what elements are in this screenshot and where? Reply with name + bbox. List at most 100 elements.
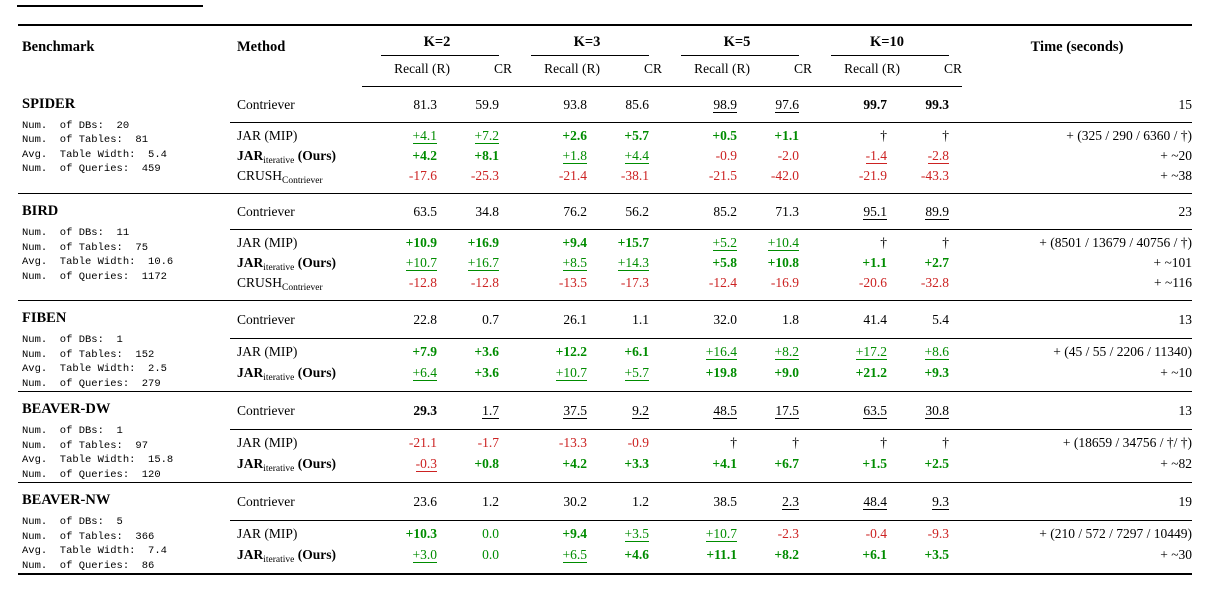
- metric-value: -21.5: [708, 168, 737, 183]
- method-cell: JARiterative (Ours): [230, 453, 362, 483]
- benchmark-stats: Num. of DBs: 20 Num. of Tables: 81 Avg. Ta…: [22, 119, 226, 177]
- metric-value: 0.0: [482, 547, 499, 563]
- metric-cell: 26.1: [512, 300, 600, 339]
- metric-value: 76.2: [563, 204, 587, 219]
- metric-cell: +3.6: [450, 338, 512, 363]
- results-table-wrap: Benchmark Method K=2 K=3 K=5 K=10 Time (…: [18, 24, 1193, 575]
- metric-cell: +4.1: [362, 123, 450, 147]
- metric-cell: -16.9: [750, 273, 812, 301]
- metric-value: 48.5: [713, 402, 737, 419]
- metric-cell: +16.9: [450, 230, 512, 254]
- metric-cell: -0.3: [362, 453, 450, 483]
- metric-value: +11.1: [706, 547, 737, 563]
- table-row: JARiterative (Ours) -0.3 +0.8 +4.2 +3.3 +4.1 +…: [18, 453, 1193, 483]
- metric-cell: +5.7: [600, 362, 662, 392]
- metric-value: -21.4: [558, 168, 587, 183]
- method-label: JAR (MIP): [237, 435, 298, 451]
- metric-cell: †: [900, 123, 962, 147]
- metric-value: -38.1: [620, 168, 649, 183]
- table-row: BEAVER-DW Num. of DBs: 1 Num. of Tables: 9…: [18, 391, 1193, 483]
- method-cell: JAR (MIP): [230, 230, 362, 254]
- metric-value: +0.5: [712, 128, 737, 143]
- k-group-rule: [531, 55, 649, 56]
- benchmark-cell: BEAVER-NW Num. of DBs: 5 Num. of Tables: 3…: [18, 483, 230, 575]
- method-cell: CRUSHContriever: [230, 273, 362, 301]
- k-group-label: K=5: [723, 34, 751, 50]
- metric-value: 0.7: [482, 311, 499, 327]
- metric-cell: 98.9: [662, 86, 750, 123]
- benchmark-name: BEAVER-DW: [22, 401, 111, 417]
- metric-value: 48.4: [863, 493, 887, 510]
- subheader-recall: Recall (R): [362, 57, 450, 87]
- metric-value: -32.8: [920, 275, 950, 290]
- metric-cell: +8.6: [900, 338, 962, 363]
- method-label: Contriever: [237, 311, 295, 327]
- metric-cell: 81.3: [362, 86, 450, 123]
- k-group-label: K=10: [869, 34, 905, 50]
- metric-cell: +4.6: [600, 545, 662, 574]
- stat-line: Num. of DBs: 1: [22, 425, 123, 437]
- metric-cell: 63.5: [362, 193, 450, 230]
- table-row: JARiterative (Ours) +4.2 +8.1 +1.8 +4.4 -0.9 -…: [18, 146, 1192, 166]
- metric-value: 63.5: [863, 402, 887, 419]
- metric-cell: -13.5: [512, 273, 600, 301]
- metric-value: +2.5: [924, 456, 950, 472]
- metric-value: +8.6: [924, 344, 950, 361]
- metric-cell: +10.7: [662, 520, 750, 545]
- metric-value: +6.1: [624, 344, 649, 360]
- method-label: (Ours): [294, 365, 336, 381]
- metric-cell: +1.5: [812, 453, 900, 483]
- method-cell: Contriever: [230, 86, 362, 123]
- metric-value: 0.0: [482, 526, 499, 542]
- metric-value: +4.1: [412, 128, 437, 144]
- k-group-header-k3: K=3: [512, 25, 662, 57]
- metric-value: +6.7: [774, 456, 799, 472]
- metric-cell: 71.3: [750, 193, 812, 230]
- metric-value: 1.1: [632, 311, 649, 327]
- k-group-label: K=3: [573, 34, 601, 50]
- method-label: CRUSH: [237, 275, 283, 290]
- metric-cell: +4.2: [362, 146, 450, 166]
- metric-value: +1.1: [774, 128, 799, 143]
- metric-cell: †: [662, 429, 750, 454]
- metric-value: 85.6: [625, 97, 649, 112]
- table-row: JAR (MIP) +10.9 +16.9 +9.4 +15.7 +5.2 +10.4 † † +…: [18, 230, 1192, 254]
- metric-cell: +9.4: [512, 230, 600, 254]
- metric-value: 81.3: [413, 97, 437, 112]
- metric-cell: 1.7: [450, 391, 512, 430]
- metric-value: +3.0: [412, 547, 437, 564]
- metric-value: +17.2: [855, 344, 887, 361]
- metric-cell: +16.7: [450, 253, 512, 273]
- method-cell: JAR (MIP): [230, 123, 362, 147]
- metric-cell: -32.8: [900, 273, 963, 301]
- metric-value: +3.6: [474, 344, 499, 360]
- metric-cell: +8.5: [512, 253, 600, 273]
- metric-cell: †: [812, 230, 900, 254]
- metric-value: -16.9: [770, 275, 799, 290]
- metric-cell: +1.1: [750, 123, 812, 147]
- metric-cell: †: [900, 429, 962, 454]
- method-subscript: Contriever: [282, 176, 323, 186]
- table-row: JAR (MIP) +10.3 0.0 +9.4 +3.5 +10.7 -2.3 -0.4 -9…: [18, 520, 1192, 545]
- metric-cell: +5.7: [600, 123, 662, 147]
- method-cell: Contriever: [230, 300, 362, 339]
- stat-line: Num. of Queries: 279: [22, 377, 161, 390]
- metric-cell: 97.6: [750, 86, 812, 123]
- method-cell: JARiterative (Ours): [230, 545, 362, 574]
- metric-cell: 41.4: [812, 300, 900, 339]
- metric-value: 9.2: [632, 402, 649, 419]
- method-cell: JARiterative (Ours): [230, 253, 362, 273]
- metric-value: 37.5: [563, 402, 587, 419]
- method-label: Contriever: [237, 493, 295, 509]
- time-cell: + ~101: [1153, 255, 1193, 270]
- metric-value: +4.4: [624, 148, 649, 164]
- metric-cell: +6.7: [750, 453, 812, 483]
- metric-value: 32.0: [713, 311, 737, 327]
- metric-value: 95.1: [863, 204, 887, 220]
- metric-value: 34.8: [475, 204, 499, 219]
- metric-value: 1.2: [482, 493, 499, 509]
- metric-cell: 76.2: [512, 193, 600, 230]
- benchmark-stats: Num. of DBs: 5 Num. of Tables: 366 Avg. Ta…: [22, 515, 226, 573]
- metric-value: +1.5: [862, 456, 887, 472]
- method-label: (Ours): [294, 255, 336, 270]
